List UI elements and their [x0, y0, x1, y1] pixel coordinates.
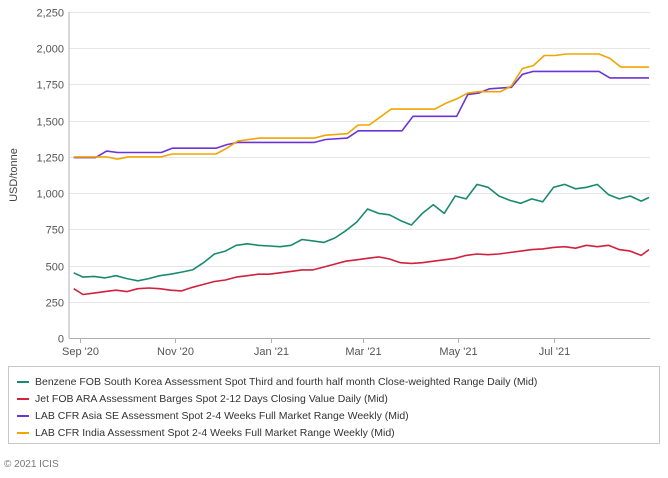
series-lines: [73, 53, 650, 296]
legend-label: Benzene FOB South Korea Assessment Spot …: [35, 376, 538, 388]
legend-swatch: [17, 381, 29, 383]
y-tick-label: 2,250: [36, 8, 64, 20]
legend-label: Jet FOB ARA Assessment Barges Spot 2-12 …: [35, 393, 388, 405]
x-tick-label: Mar '21: [345, 346, 381, 358]
y-tick-label: 750: [46, 225, 64, 237]
copyright-text: © 2021 ICIS: [4, 459, 59, 470]
gridlines: [69, 12, 650, 303]
y-tick-label: 2,000: [36, 44, 64, 56]
legend-label: LAB CFR India Assessment Spot 2-4 Weeks …: [35, 427, 395, 439]
legend: Benzene FOB South Korea Assessment Spot …: [8, 366, 660, 444]
legend-item-jet[interactable]: Jet FOB ARA Assessment Barges Spot 2-12 …: [17, 391, 388, 407]
x-tick-labels: Sep '20 Nov '20 Jan '21 Mar '21 May '21 Jul '…: [62, 338, 570, 358]
series-line-2[interactable]: [73, 70, 649, 159]
y-tick-label: 250: [46, 298, 64, 310]
y-tick-label: 1,000: [36, 189, 64, 201]
y-tick-label: 1,750: [36, 80, 64, 92]
legend-label: LAB CFR Asia SE Assessment Spot 2-4 Week…: [35, 410, 409, 422]
series-line-1[interactable]: [73, 244, 650, 296]
x-tick-label: Sep '20: [62, 346, 99, 358]
y-tick-label: 0: [58, 334, 64, 346]
y-tick-label: 500: [46, 262, 64, 274]
legend-item-lab-asia[interactable]: LAB CFR Asia SE Assessment Spot 2-4 Week…: [17, 408, 409, 424]
series-line-0[interactable]: [73, 183, 650, 282]
legend-item-benzene[interactable]: Benzene FOB South Korea Assessment Spot …: [17, 374, 537, 390]
axes: [68, 12, 650, 339]
legend-swatch: [17, 398, 29, 400]
y-tick-labels: 0 250 500 750 1,000 1,250 1,500 1,750 2,000 2,250: [36, 8, 64, 346]
x-tick-label: Nov '20: [157, 346, 194, 358]
x-tick-label: Jul '21: [539, 346, 570, 358]
y-tick-label: 1,250: [36, 153, 64, 165]
series-line-3[interactable]: [73, 53, 649, 160]
legend-item-lab-india[interactable]: LAB CFR India Assessment Spot 2-4 Weeks …: [17, 425, 395, 441]
legend-swatch: [17, 432, 29, 434]
x-tick-label: Jan '21: [254, 346, 289, 358]
x-tick-label: May '21: [439, 346, 477, 358]
y-axis-label: USD/tonne: [8, 148, 20, 202]
legend-swatch: [17, 415, 29, 417]
y-tick-label: 1,500: [36, 117, 64, 129]
